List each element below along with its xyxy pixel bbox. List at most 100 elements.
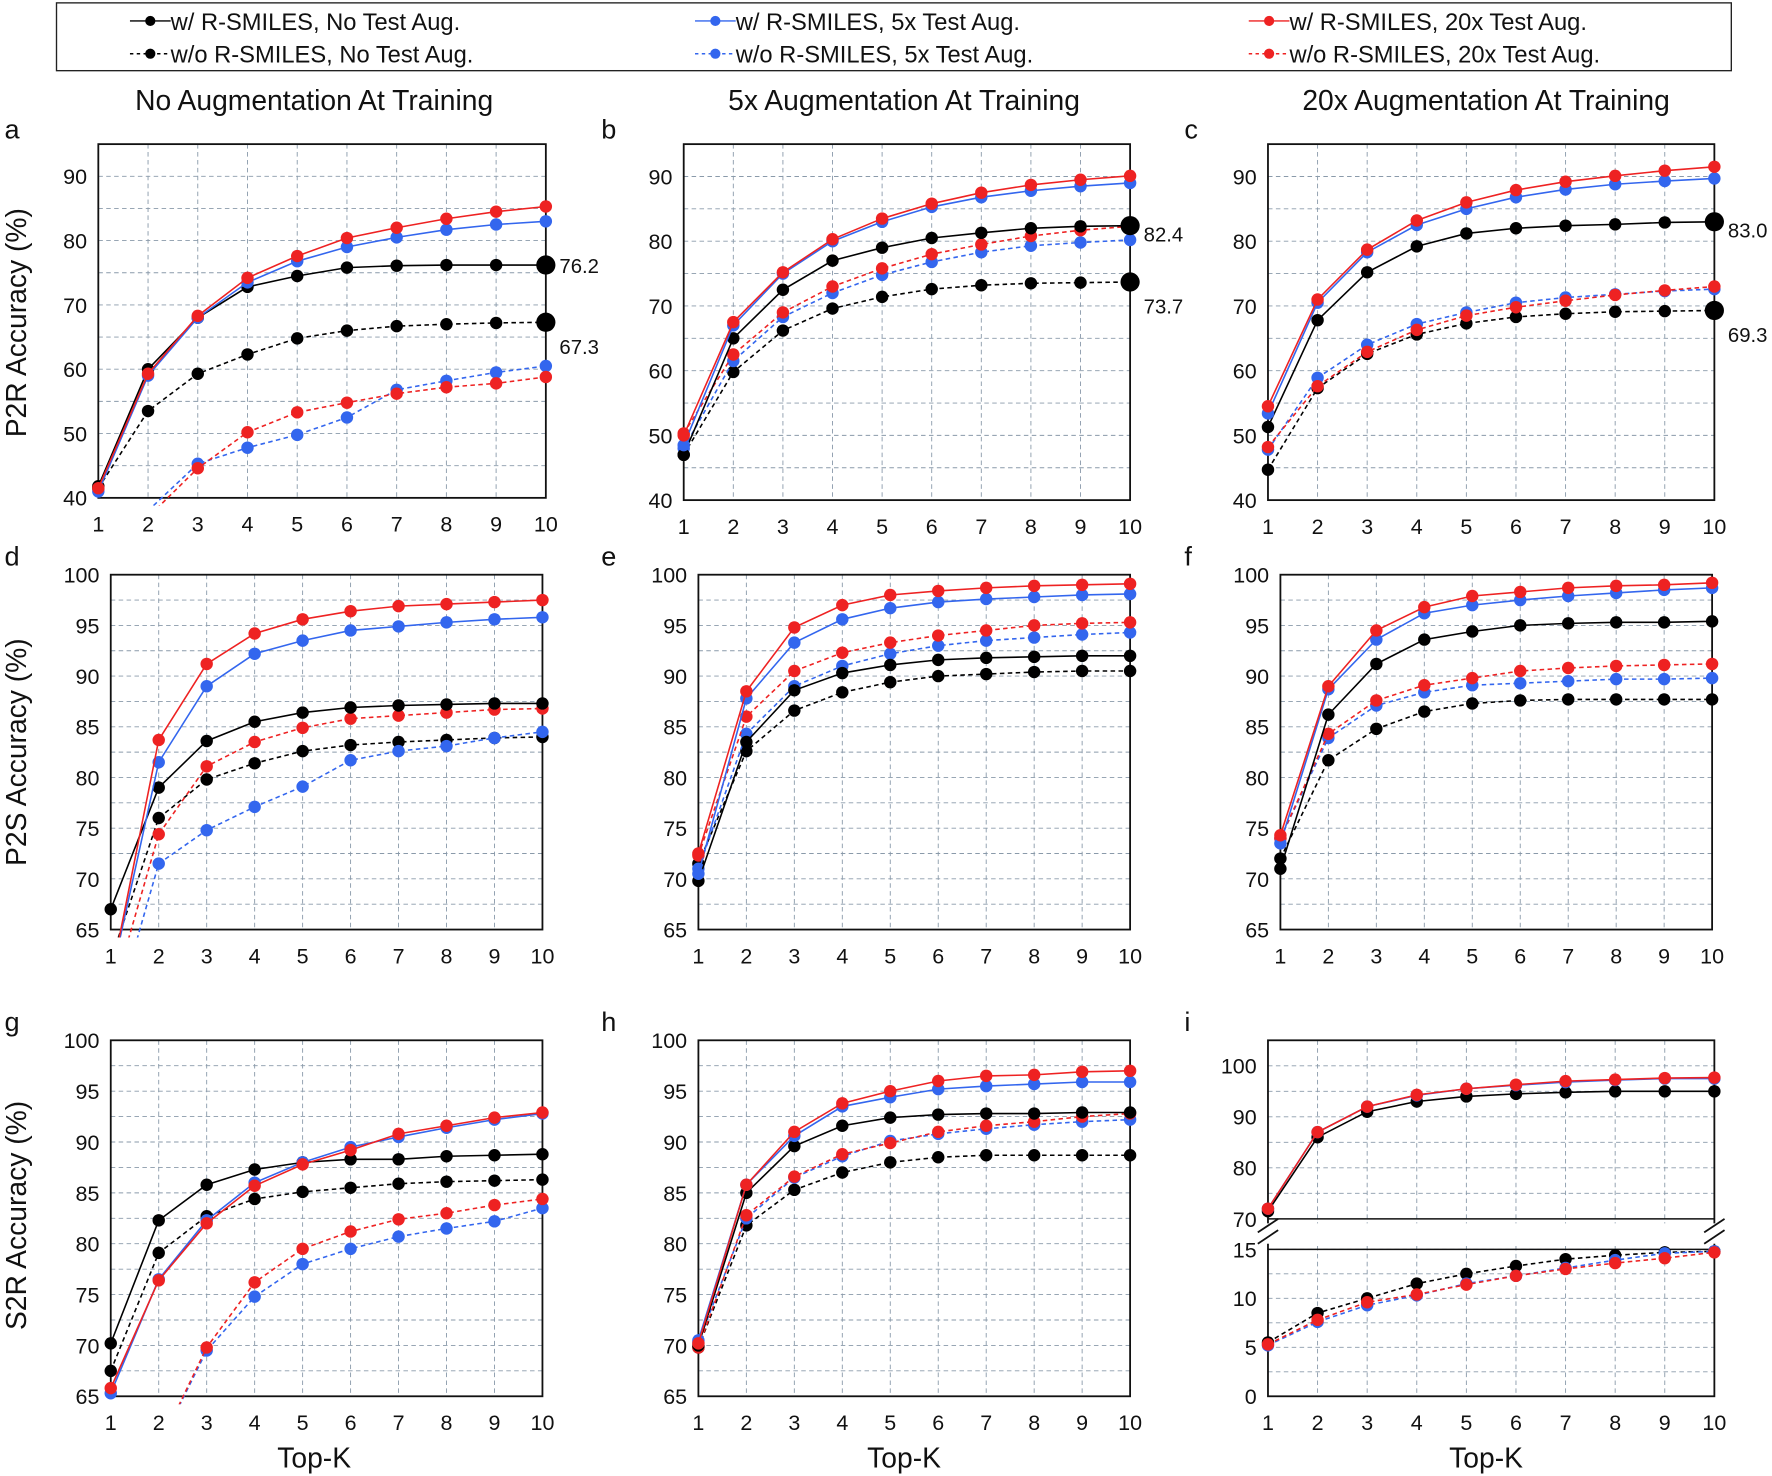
panel-a: a 40 50 60 70 80 90 1 2 3 4 5 6 7 8 9 10 76.2 67.3: [5, 113, 599, 536]
x-tick-label: 3: [1370, 944, 1382, 968]
data-point: [975, 186, 988, 199]
data-point: [1410, 323, 1423, 337]
data-point: [1559, 175, 1572, 188]
data-point: [92, 481, 105, 495]
data-point: [291, 332, 304, 345]
data-point: [200, 1217, 213, 1230]
data-point: [296, 706, 309, 719]
data-point: [1466, 598, 1479, 612]
y-tick-label: 90: [76, 665, 100, 689]
data-point: [875, 262, 889, 275]
data-point: [740, 744, 753, 758]
x-tick-label: 1: [1262, 515, 1274, 539]
x-axis-label: Top-K: [867, 1441, 941, 1473]
x-tick-label: 10: [1700, 944, 1724, 968]
y-tick-label: 0: [1245, 1385, 1257, 1409]
data-point: [344, 1242, 357, 1256]
data-point: [291, 269, 304, 283]
data-point: [390, 319, 403, 333]
legend-marker: [710, 48, 721, 59]
y-tick-label: 100: [1233, 564, 1269, 588]
series-group: [1261, 160, 1721, 476]
data-point: [1027, 1149, 1041, 1162]
x-tick-label: 2: [1312, 515, 1324, 539]
data-point: [1024, 178, 1038, 192]
data-point: [1360, 1296, 1374, 1309]
series-line: [97, 220, 546, 492]
y-tick-label: 5: [1245, 1336, 1257, 1360]
y-tick-label: 90: [663, 1131, 687, 1155]
y-tick-label: 75: [76, 1283, 100, 1307]
series-line: [1267, 1090, 1715, 1212]
x-tick-label: 8: [441, 944, 453, 968]
data-point: [1460, 1082, 1473, 1095]
x-tick-label: 5: [1460, 1411, 1472, 1435]
panel-b: b 40 50 60 70 80 90 1 2 3 4 5 6 7 8 9 10 82.4 73.7: [601, 113, 1183, 539]
data-point: [1509, 1087, 1523, 1101]
data-point: [776, 306, 790, 319]
series-line: [1267, 165, 1715, 407]
data-point: [191, 367, 204, 380]
x-tick-label: 4: [249, 1411, 261, 1435]
data-point: [1561, 693, 1575, 706]
data-point: [489, 258, 503, 272]
x-tick-label: 8: [1028, 1411, 1040, 1435]
legend-label: w/ R-SMILES, No Test Aug.: [170, 10, 461, 36]
data-point: [875, 241, 889, 254]
series-line: [1279, 698, 1713, 859]
data-point: [979, 1107, 993, 1120]
data-point: [932, 584, 945, 598]
data-point: [296, 1257, 309, 1271]
x-tick-label: 7: [1560, 515, 1572, 539]
y-tick-label: 50: [63, 422, 87, 446]
plot-frame: [697, 1039, 1132, 1398]
data-point: [1658, 174, 1671, 188]
data-point: [932, 629, 945, 642]
data-point: [488, 1198, 501, 1212]
series-line: [697, 631, 1131, 869]
data-point: [440, 616, 453, 629]
x-tick-label: 4: [827, 515, 839, 539]
data-point: [200, 823, 213, 837]
x-tick-label: 10: [531, 1411, 555, 1435]
x-tick-label: 3: [201, 944, 213, 968]
data-point: [884, 675, 897, 689]
y-tick-label: 100: [64, 1029, 100, 1053]
data-point: [536, 1192, 549, 1206]
series-line: [683, 281, 1131, 456]
data-point: [1705, 576, 1719, 590]
series-line: [117, 736, 543, 938]
x-tick-label: 5: [1466, 944, 1478, 968]
legend-marker: [710, 15, 721, 27]
data-point: [1274, 829, 1287, 842]
data-point: [836, 613, 849, 626]
panel-letter: f: [1184, 541, 1192, 572]
data-point: [1460, 1278, 1473, 1291]
data-point: [1559, 294, 1572, 307]
panel-letter: b: [601, 113, 616, 144]
data-point: [296, 1185, 309, 1199]
data-point: [488, 731, 501, 745]
data-point: [1466, 671, 1479, 685]
data-point: [488, 1149, 501, 1162]
x-tick-label: 1: [692, 1411, 704, 1435]
data-point: [1360, 266, 1374, 279]
data-point: [1509, 310, 1523, 324]
data-point: [836, 666, 849, 680]
data-point: [248, 715, 261, 728]
panel-g: g 65 70 75 80 85 90 95 100 1 2 3 4 5 6 7 8 9 10: [5, 1006, 555, 1435]
data-point: [979, 1069, 993, 1083]
data-point: [979, 581, 993, 595]
x-tick-label: 6: [1514, 944, 1526, 968]
data-point: [1027, 631, 1041, 644]
data-point: [536, 1173, 549, 1186]
data-point: [1708, 160, 1721, 174]
annotation-marker: [1704, 300, 1724, 321]
y-tick-label: 85: [1245, 716, 1269, 740]
series-line: [1267, 1251, 1715, 1346]
data-point: [1658, 1071, 1671, 1085]
data-point: [440, 1119, 453, 1132]
x-tick-label: 7: [975, 515, 987, 539]
y-tick-label: 95: [663, 1080, 687, 1104]
